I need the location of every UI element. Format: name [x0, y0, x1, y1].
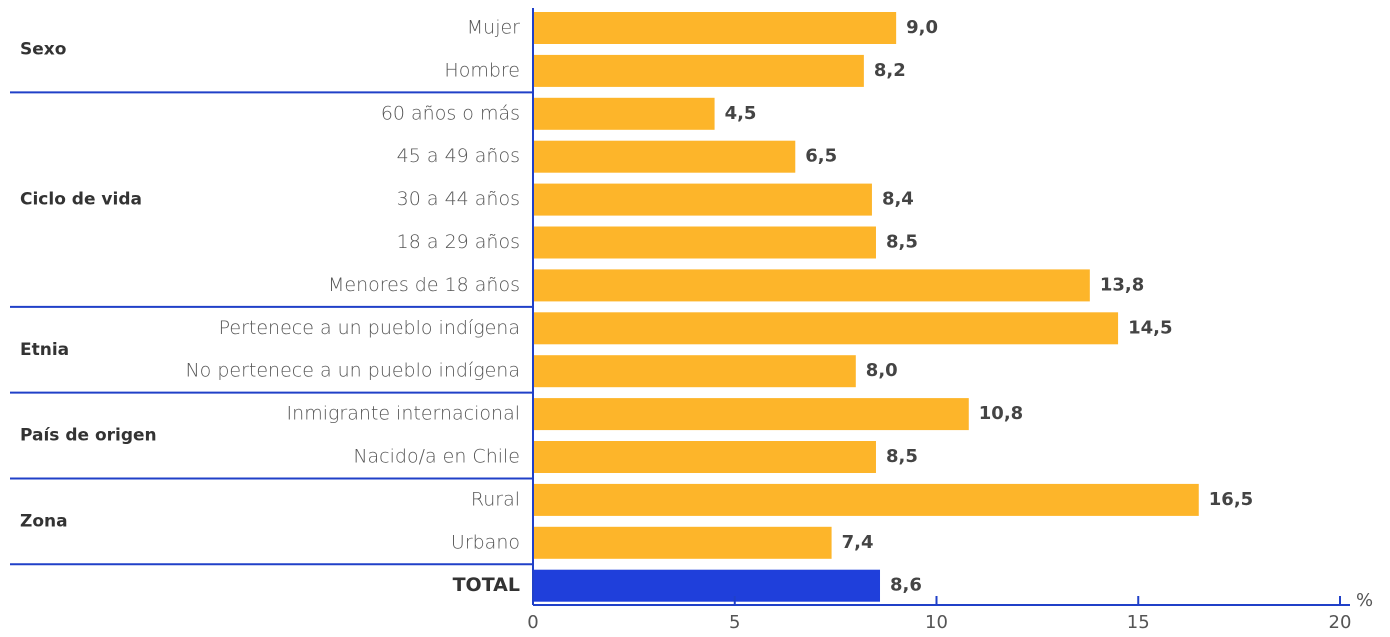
- value-label: 8,5: [886, 232, 918, 253]
- category-label: No pertenece a un pueblo indígena: [185, 360, 520, 382]
- category-label: Pertenece a un pueblo indígena: [219, 317, 520, 339]
- bar: [533, 526, 832, 559]
- bar: [533, 312, 1119, 345]
- x-tick-label: 5: [729, 612, 740, 633]
- value-label: 8,5: [886, 446, 918, 467]
- bar: [533, 226, 876, 259]
- x-tick-label: 10: [925, 612, 948, 633]
- bar: [533, 183, 872, 216]
- x-tick-label: 0: [527, 612, 538, 633]
- x-tick-label: 20: [1329, 612, 1352, 633]
- value-label: 9,0: [906, 17, 938, 38]
- bar: [533, 140, 796, 173]
- bar: [533, 398, 969, 431]
- category-label: 45 a 49 años: [397, 145, 520, 167]
- category-label: 30 a 44 años: [397, 188, 520, 210]
- category-label: Mujer: [467, 17, 520, 39]
- category-label: 18 a 29 años: [397, 231, 520, 253]
- bar: [533, 569, 881, 602]
- group-label: Etnia: [20, 340, 69, 360]
- category-label: Inmigrante internacional: [287, 403, 520, 425]
- bar: [533, 483, 1199, 516]
- value-label: 8,2: [874, 60, 906, 81]
- value-label: 8,0: [866, 360, 898, 381]
- value-label: 4,5: [725, 103, 757, 124]
- x-unit: %: [1356, 590, 1373, 611]
- category-label: Nacido/a en Chile: [353, 446, 520, 468]
- category-label: 60 años o más: [381, 102, 520, 124]
- value-label: 10,8: [979, 403, 1023, 424]
- value-label: 6,5: [805, 146, 837, 167]
- value-label: 13,8: [1100, 274, 1144, 295]
- value-label: 8,6: [890, 575, 922, 596]
- value-label: 14,5: [1128, 317, 1172, 338]
- value-label: 7,4: [842, 532, 874, 553]
- value-label: 16,5: [1209, 489, 1253, 510]
- bar: [533, 269, 1090, 302]
- category-label: Urbano: [451, 531, 520, 553]
- bar: [533, 54, 864, 87]
- value-label: 8,4: [882, 189, 914, 210]
- group-label: Ciclo de vida: [20, 190, 142, 210]
- group-label: Zona: [20, 511, 68, 531]
- category-label: TOTAL: [453, 574, 520, 596]
- group-label: Sexo: [20, 39, 66, 59]
- category-label: Rural: [471, 488, 520, 510]
- category-label: Hombre: [444, 59, 520, 81]
- category-label: Menores de 18 años: [328, 274, 520, 296]
- bar: [533, 441, 876, 473]
- group-label: País de origen: [20, 426, 157, 446]
- bar: [533, 97, 715, 130]
- x-tick-label: 15: [1127, 612, 1150, 633]
- bar: [533, 355, 856, 388]
- bar: [533, 12, 897, 44]
